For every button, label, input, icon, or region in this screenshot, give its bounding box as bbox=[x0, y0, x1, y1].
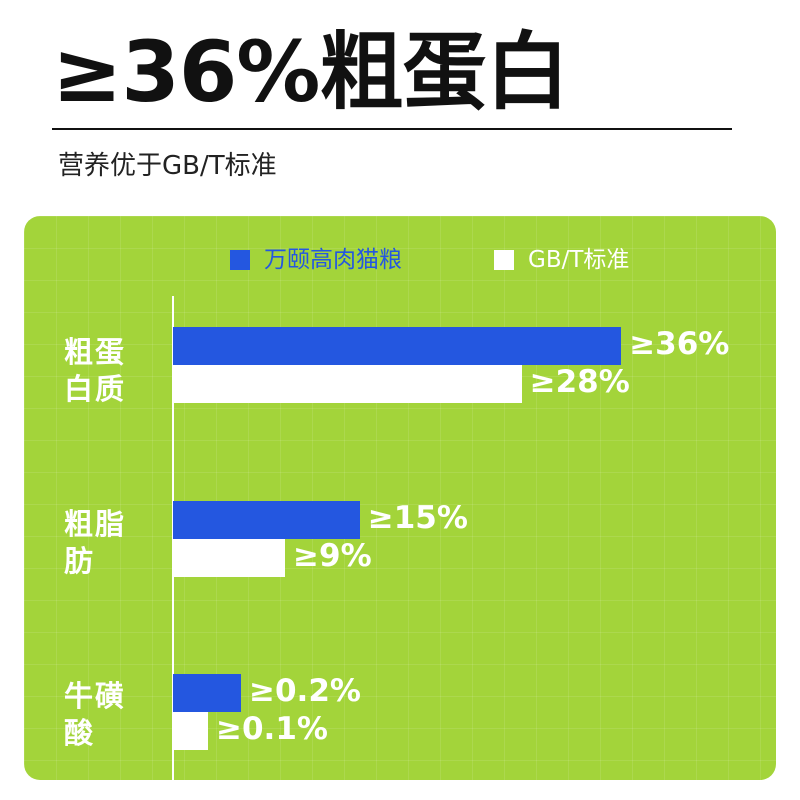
legend-label-series-b: GB/T标准 bbox=[528, 247, 630, 273]
category-label: 粗蛋白质 bbox=[64, 335, 127, 406]
divider bbox=[52, 128, 732, 130]
bar-series-a bbox=[173, 501, 360, 539]
category-label: 牛磺酸 bbox=[64, 679, 127, 750]
data-label: ≥0.2% bbox=[249, 673, 361, 709]
bar-series-a bbox=[173, 327, 622, 365]
bar-series-b bbox=[173, 365, 522, 403]
data-label: ≥0.1% bbox=[216, 711, 328, 747]
legend-item-series-a: 万颐高肉猫粮 bbox=[230, 246, 402, 274]
legend-swatch-series-b bbox=[494, 250, 514, 270]
bar-series-a bbox=[173, 674, 241, 712]
legend-label-series-a: 万颐高肉猫粮 bbox=[264, 247, 402, 273]
legend-item-series-b: GB/T标准 bbox=[494, 246, 629, 274]
chart-panel: 万颐高肉猫粮 GB/T标准 粗蛋白质 ≥36% ≥28% 粗脂肪 ≥15% ≥9% 牛磺酸 ≥… bbox=[24, 216, 776, 780]
category-label: 粗脂肪 bbox=[64, 507, 127, 578]
data-label: ≥28% bbox=[529, 364, 630, 400]
bar-series-b bbox=[173, 539, 286, 577]
headline: ≥36%粗蛋白 bbox=[52, 23, 569, 121]
bar-series-b bbox=[173, 712, 208, 750]
data-label: ≥15% bbox=[367, 500, 468, 536]
data-label: ≥9% bbox=[293, 538, 372, 574]
data-label: ≥36% bbox=[629, 326, 730, 362]
legend-swatch-series-a bbox=[230, 250, 250, 270]
subtitle: 营养优于GB/T标准 bbox=[58, 151, 277, 181]
